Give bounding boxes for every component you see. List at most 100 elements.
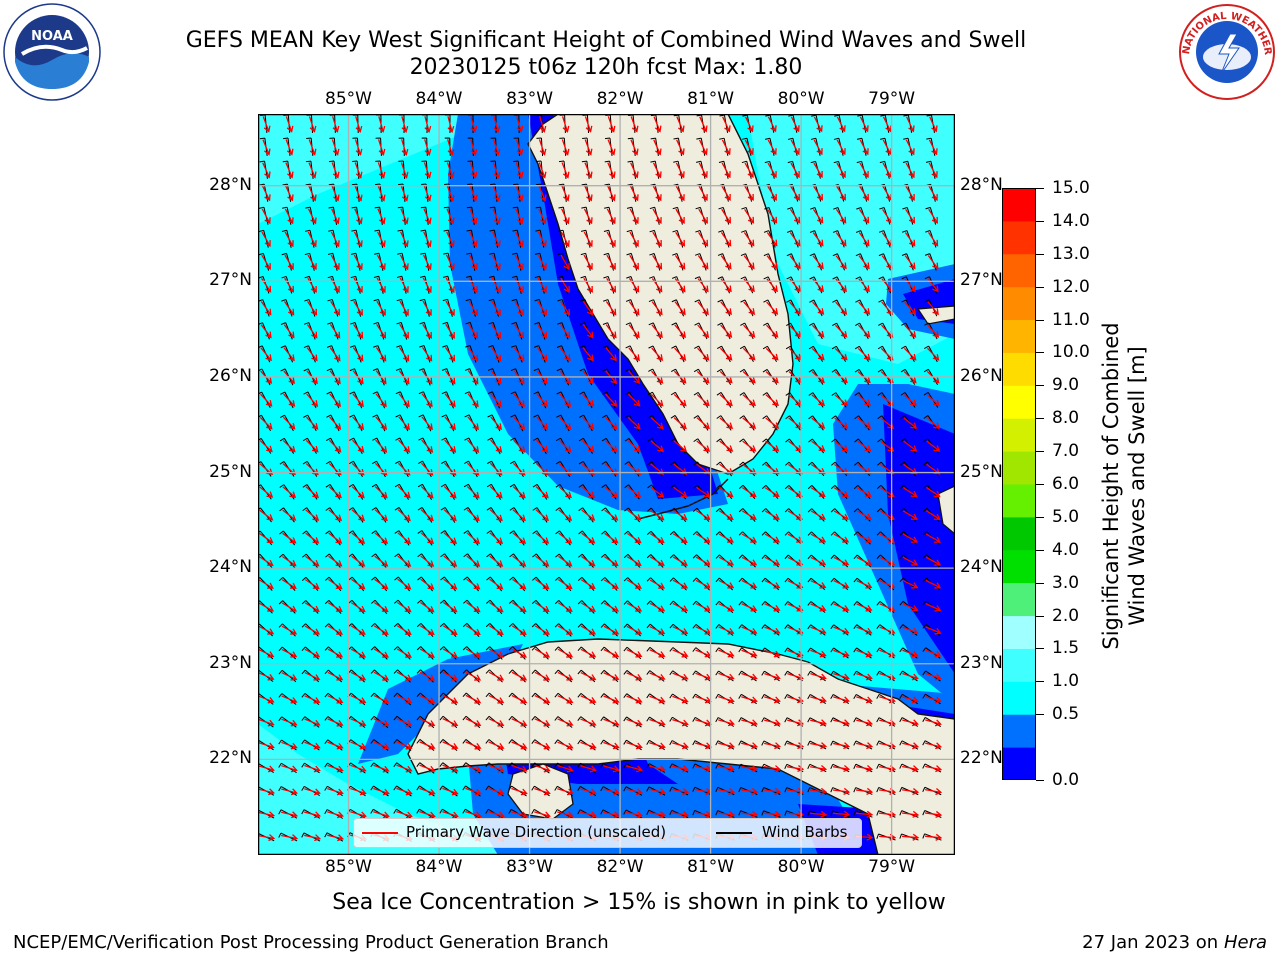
wave-direction-arrow bbox=[833, 696, 850, 704]
wave-direction-arrow bbox=[536, 347, 548, 362]
wave-direction-arrow bbox=[557, 648, 574, 658]
wave-direction-arrow bbox=[605, 324, 617, 339]
wave-direction-arrow bbox=[350, 602, 366, 613]
wave-direction-arrow bbox=[514, 323, 525, 339]
wave-direction-arrow bbox=[580, 648, 597, 658]
longitude-label-bottom: 83°W bbox=[506, 857, 554, 877]
wave-direction-arrow bbox=[606, 185, 616, 202]
map-panel bbox=[258, 114, 955, 855]
wave-direction-arrow bbox=[583, 254, 593, 271]
wave-direction-arrow bbox=[466, 578, 481, 590]
colorbar-segment bbox=[1002, 516, 1036, 551]
wave-direction-arrow bbox=[743, 324, 756, 338]
wave-direction-arrow bbox=[809, 787, 828, 795]
footer-credit: NCEP/EMC/Verification Post Processing Pr… bbox=[13, 932, 609, 953]
wave-direction-arrow bbox=[332, 116, 340, 133]
wave-direction-arrow bbox=[742, 394, 756, 407]
wave-direction-arrow bbox=[580, 718, 597, 727]
wave-direction-arrow bbox=[583, 208, 593, 225]
wave-direction-arrow bbox=[307, 277, 317, 293]
wave-direction-arrow bbox=[511, 811, 528, 819]
wave-direction-arrow bbox=[650, 417, 664, 430]
wave-direction-arrow bbox=[810, 696, 827, 704]
longitude-label-bottom: 85°W bbox=[325, 857, 372, 877]
wave-direction-arrow bbox=[832, 810, 851, 818]
wave-direction-arrow bbox=[465, 741, 482, 750]
wave-direction-arrow bbox=[488, 671, 505, 681]
wave-direction-arrow bbox=[629, 185, 639, 202]
wave-direction-arrow bbox=[649, 579, 666, 589]
wave-direction-arrow bbox=[606, 277, 617, 293]
wave-direction-arrow bbox=[811, 417, 826, 429]
wave-direction-arrow bbox=[262, 139, 271, 156]
wave-direction-arrow bbox=[902, 626, 919, 635]
wave-direction-arrow bbox=[561, 208, 570, 225]
wave-direction-arrow bbox=[262, 116, 271, 133]
wave-direction-arrow bbox=[811, 440, 826, 452]
wave-direction-arrow bbox=[743, 255, 755, 270]
wave-direction-arrow bbox=[902, 649, 919, 658]
wave-direction-arrow bbox=[304, 579, 320, 590]
isla-juventud-land bbox=[507, 763, 574, 820]
wave-direction-arrow bbox=[304, 602, 320, 612]
wave-direction-arrow bbox=[584, 162, 593, 179]
wave-direction-arrow bbox=[446, 208, 455, 225]
wave-direction-arrow bbox=[603, 741, 620, 750]
wave-direction-arrow bbox=[377, 208, 386, 225]
wave-direction-arrow bbox=[582, 416, 595, 430]
wave-direction-arrow bbox=[744, 139, 754, 156]
wave-direction-arrow bbox=[308, 185, 317, 202]
wave-direction-arrow bbox=[856, 719, 874, 727]
wave-direction-arrow bbox=[606, 208, 616, 225]
wave-direction-arrow bbox=[902, 487, 918, 498]
wave-direction-arrow bbox=[812, 301, 825, 315]
wave-direction-arrow bbox=[446, 185, 455, 202]
wave-direction-arrow bbox=[672, 695, 689, 704]
latitude-label-left: 27°N bbox=[209, 270, 252, 291]
wave-direction-arrow bbox=[514, 300, 524, 316]
wave-direction-arrow bbox=[258, 741, 275, 750]
wave-direction-arrow bbox=[304, 811, 321, 819]
wave-direction-arrow bbox=[465, 764, 482, 773]
wave-direction-arrow bbox=[582, 301, 594, 316]
longitude-label-top: 83°W bbox=[506, 89, 554, 109]
wave-direction-arrow bbox=[582, 393, 595, 407]
wave-direction-arrow bbox=[767, 139, 777, 156]
wave-direction-arrow bbox=[327, 811, 344, 819]
wave-direction-arrow bbox=[671, 811, 690, 819]
longitude-label-top: 84°W bbox=[415, 89, 463, 109]
wave-direction-arrow bbox=[925, 626, 942, 635]
wave-direction-arrow bbox=[741, 742, 759, 750]
wave-direction-arrow bbox=[284, 231, 294, 248]
wave-direction-arrow bbox=[834, 394, 849, 406]
wave-direction-arrow bbox=[377, 185, 386, 202]
wave-direction-arrow bbox=[627, 509, 642, 521]
wave-direction-arrow bbox=[857, 440, 872, 452]
wave-direction-arrow bbox=[466, 485, 480, 499]
wave-direction-arrow bbox=[925, 672, 942, 681]
wave-direction-arrow bbox=[836, 139, 846, 156]
wave-direction-arrow bbox=[491, 254, 501, 271]
wave-direction-arrow bbox=[605, 301, 617, 316]
wave-direction-arrow bbox=[925, 695, 942, 704]
wave-direction-arrow bbox=[352, 347, 364, 362]
wave-direction-arrow bbox=[515, 162, 524, 179]
wave-direction-arrow bbox=[396, 787, 413, 796]
noaa-logo-text: NOAA bbox=[31, 29, 73, 44]
wave-direction-arrow bbox=[377, 139, 386, 156]
wave-direction-arrow bbox=[536, 439, 549, 453]
wave-direction-arrow bbox=[259, 416, 273, 430]
wave-direction-arrow bbox=[627, 416, 641, 430]
wave-direction-arrow bbox=[468, 277, 478, 294]
wave-direction-arrow bbox=[790, 139, 800, 156]
wave-direction-arrow bbox=[810, 626, 827, 635]
wave-direction-arrow bbox=[327, 834, 345, 842]
wave-direction-arrow bbox=[373, 671, 390, 681]
wave-direction-arrow bbox=[281, 811, 299, 819]
wave-direction-arrow bbox=[467, 439, 480, 453]
wave-direction-arrow bbox=[327, 718, 344, 727]
wave-direction-arrow bbox=[674, 347, 687, 361]
wave-direction-arrow bbox=[856, 556, 873, 566]
wave-direction-arrow bbox=[649, 672, 666, 681]
wave-direction-arrow bbox=[511, 764, 528, 773]
